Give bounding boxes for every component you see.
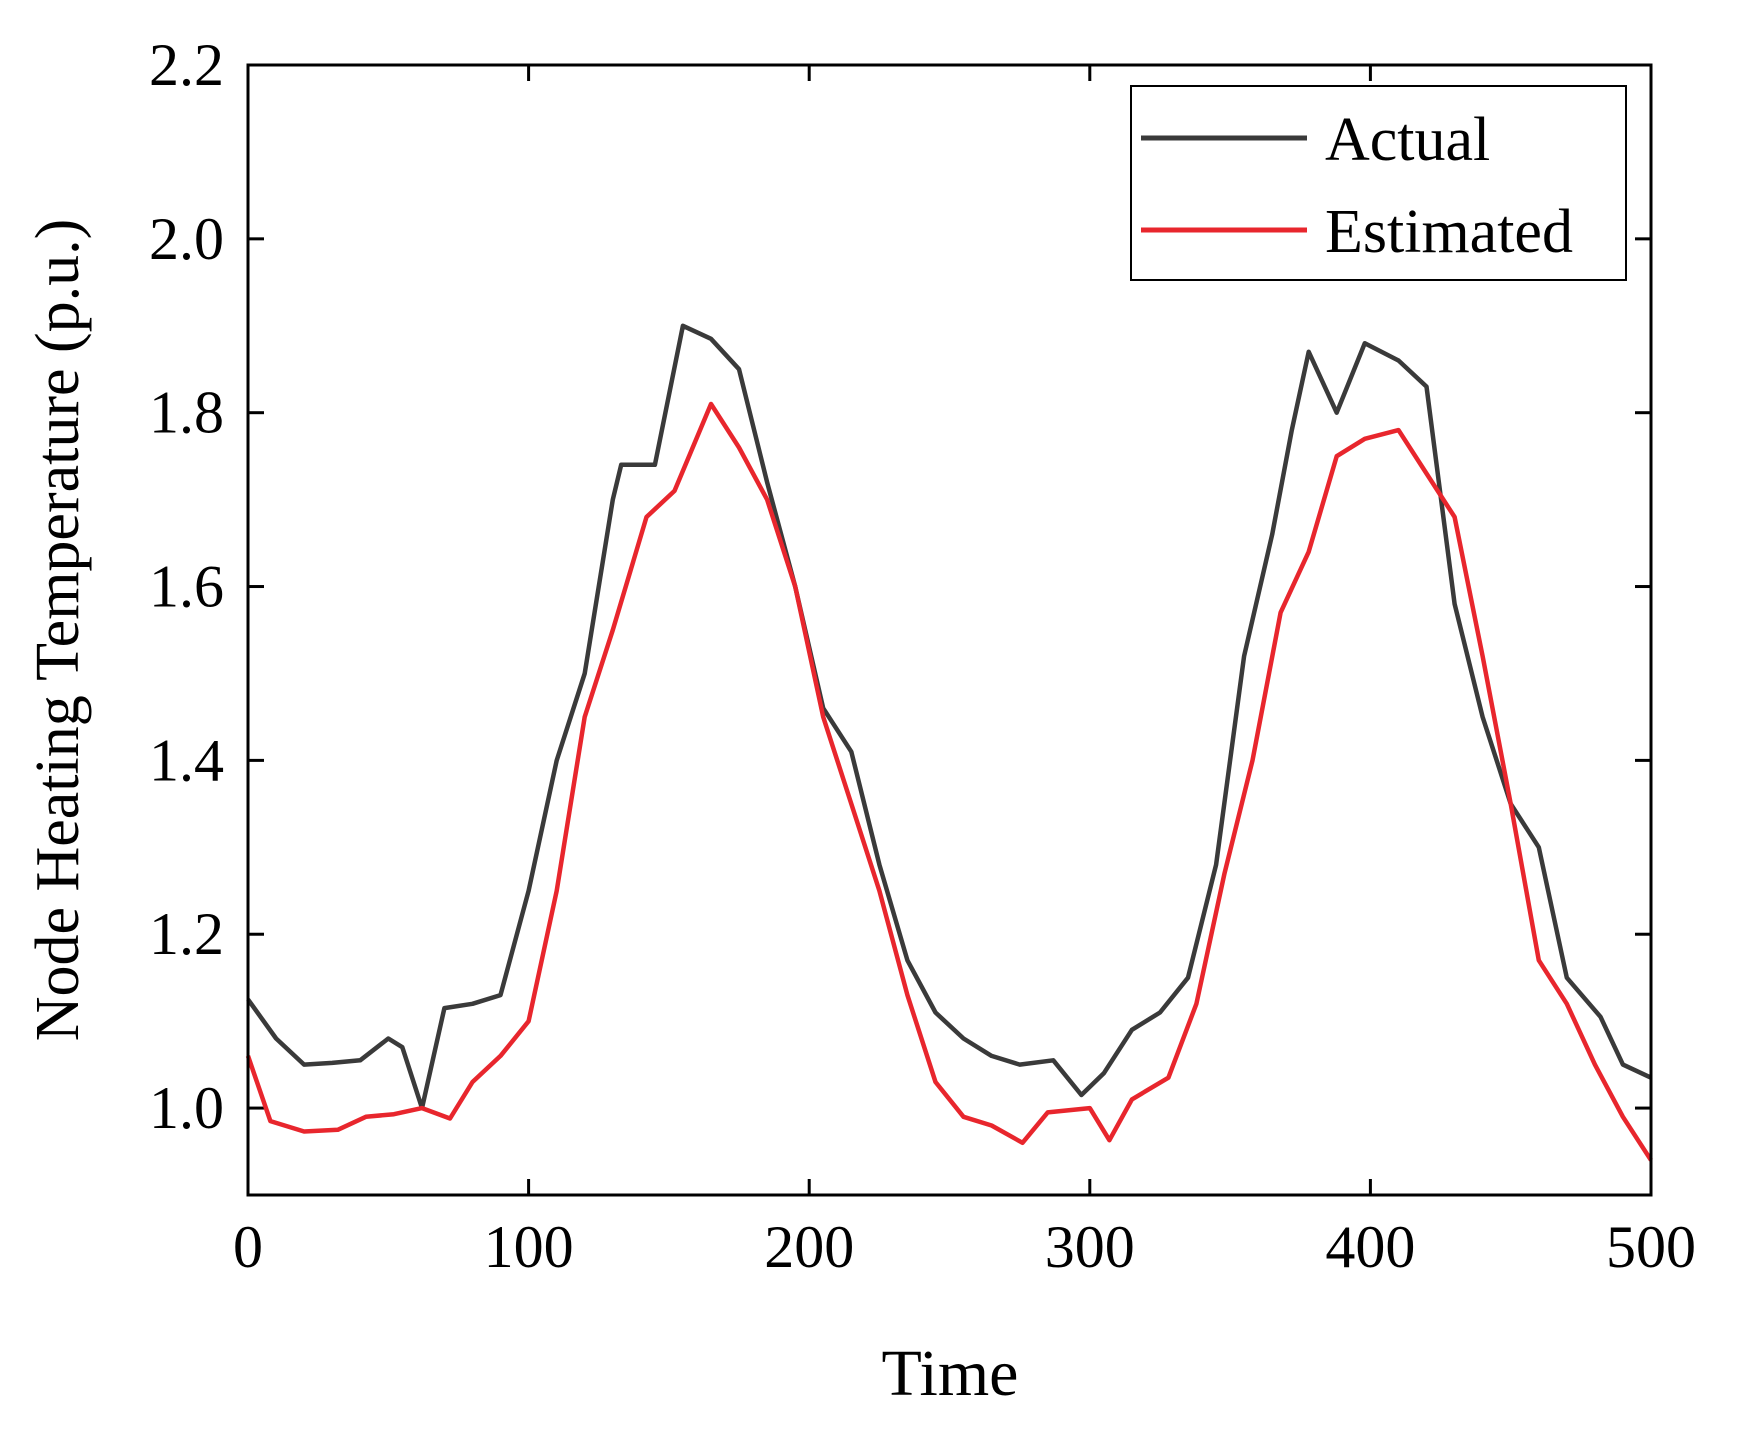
x-tick-label: 100 [484, 1214, 574, 1280]
plot-frame [246, 63, 1653, 1197]
legend-label: Actual [1325, 106, 1490, 174]
x-axis-label: Time [882, 1337, 1019, 1410]
x-tick-label: 400 [1325, 1214, 1415, 1280]
legend-label: Estimated [1325, 198, 1573, 266]
line-0 [246, 323, 1652, 1111]
y-axis-label: Node Heating Temperature (p.u.) [24, 219, 92, 1042]
x-tick-label: 300 [1045, 1214, 1135, 1280]
y-tick-label: 1.2 [149, 901, 224, 967]
y-tick-label: 1.6 [149, 554, 224, 620]
x-tick-label: 0 [233, 1214, 263, 1280]
legend-box [1130, 85, 1627, 281]
y-tick-label: 2.0 [149, 206, 224, 272]
y-tick-label: 1.0 [149, 1075, 224, 1141]
y-tick-label: 1.4 [149, 727, 224, 793]
y-tick-label: 2.2 [149, 32, 224, 98]
x-tick-label: 200 [764, 1214, 854, 1280]
line-1 [245, 401, 1653, 1162]
x-tick-label: 500 [1606, 1214, 1696, 1280]
y-tick-label: 1.8 [149, 380, 224, 446]
